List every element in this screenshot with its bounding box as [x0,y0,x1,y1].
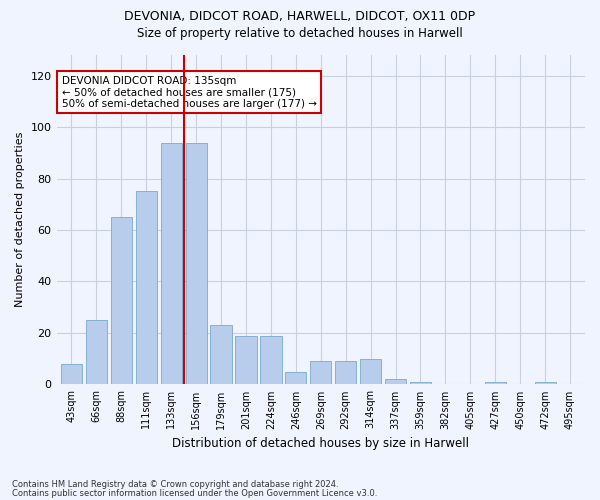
X-axis label: Distribution of detached houses by size in Harwell: Distribution of detached houses by size … [172,437,469,450]
Bar [535,382,556,384]
Text: Contains HM Land Registry data © Crown copyright and database right 2024.: Contains HM Land Registry data © Crown c… [12,480,338,489]
Bar [211,325,232,384]
Bar [235,336,257,384]
Bar [335,362,356,384]
Bar [385,380,406,384]
Bar [61,364,82,384]
Bar [360,358,381,384]
Bar [136,192,157,384]
Text: DEVONIA, DIDCOT ROAD, HARWELL, DIDCOT, OX11 0DP: DEVONIA, DIDCOT ROAD, HARWELL, DIDCOT, O… [124,10,476,23]
Bar [310,362,331,384]
Bar [485,382,506,384]
Bar [185,142,207,384]
Text: Size of property relative to detached houses in Harwell: Size of property relative to detached ho… [137,28,463,40]
Y-axis label: Number of detached properties: Number of detached properties [15,132,25,308]
Bar [86,320,107,384]
Text: DEVONIA DIDCOT ROAD: 135sqm
← 50% of detached houses are smaller (175)
50% of se: DEVONIA DIDCOT ROAD: 135sqm ← 50% of det… [62,76,317,109]
Bar [285,372,307,384]
Text: Contains public sector information licensed under the Open Government Licence v3: Contains public sector information licen… [12,488,377,498]
Bar [410,382,431,384]
Bar [111,217,132,384]
Bar [161,142,182,384]
Bar [260,336,281,384]
